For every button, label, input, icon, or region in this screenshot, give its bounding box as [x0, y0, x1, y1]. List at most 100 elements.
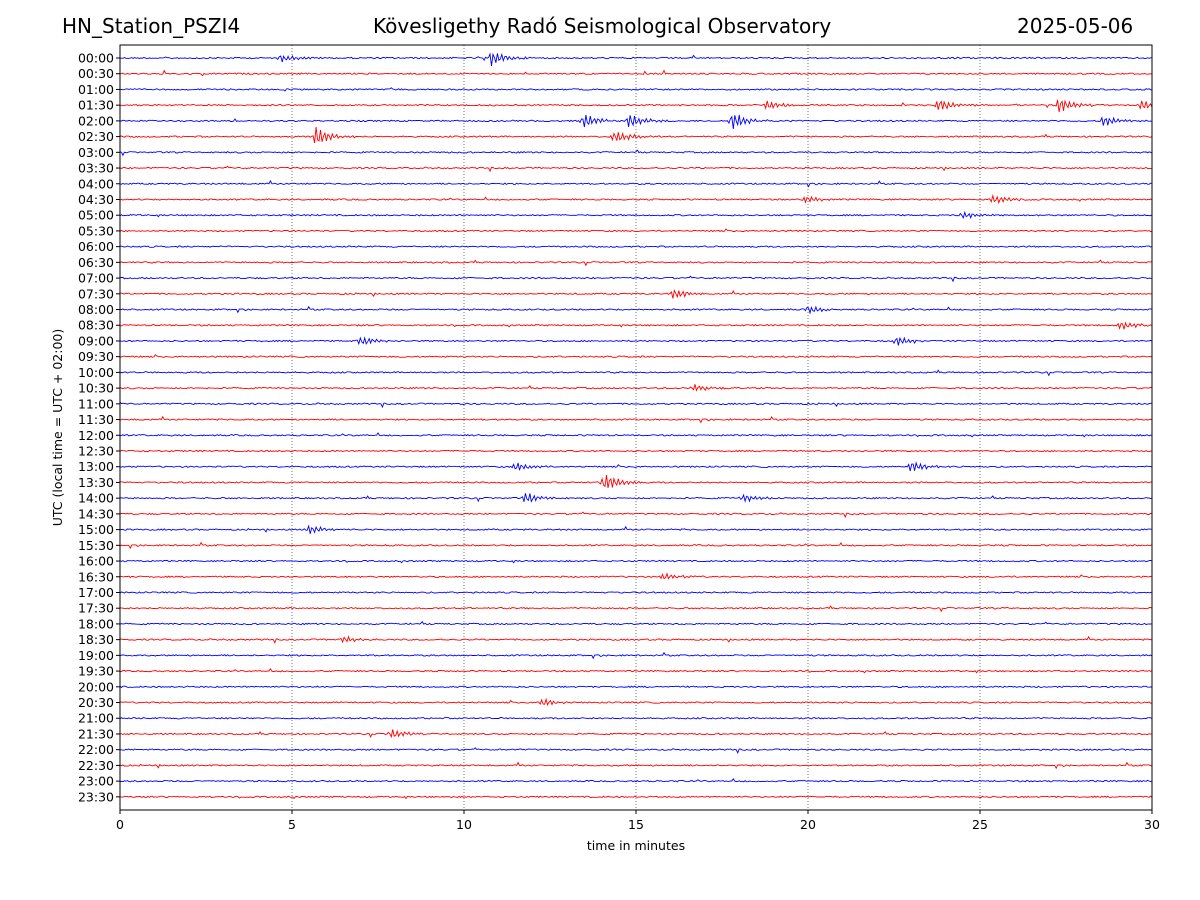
trace-line	[119, 667, 1153, 674]
row-time-label: 02:30	[78, 129, 114, 144]
row-time-label: 02:00	[78, 113, 114, 128]
y-axis-label: UTC (local time = UTC + 02:00)	[50, 329, 65, 527]
row-time-label: 18:00	[78, 616, 114, 631]
row-time-label: 13:30	[78, 475, 114, 490]
row-time-label: 16:00	[78, 554, 114, 569]
trace-layer	[119, 52, 1153, 800]
trace-line	[119, 289, 1153, 299]
row-time-label: 08:30	[78, 318, 114, 333]
trace-line	[119, 305, 1153, 315]
trace-line	[119, 87, 1153, 92]
row-time-label: 01:30	[78, 98, 114, 113]
row-time-label: 10:00	[78, 365, 114, 380]
trace-line	[119, 747, 1153, 754]
row-time-label: 21:30	[78, 726, 114, 741]
trace-line	[119, 559, 1153, 564]
trace-line	[119, 541, 1153, 550]
row-time-label: 06:30	[78, 255, 114, 270]
row-time-label: 00:30	[78, 66, 114, 81]
row-time-label: 09:30	[78, 349, 114, 364]
trace-line	[119, 165, 1152, 173]
row-time-label: 12:00	[78, 428, 114, 443]
trace-line	[119, 69, 1153, 77]
row-time-label: 12:30	[78, 444, 114, 459]
row-time-label: 07:30	[78, 286, 114, 301]
trace-line	[119, 524, 1152, 534]
trace-line	[119, 336, 1153, 346]
trace-line	[119, 493, 1153, 503]
trace-line	[119, 210, 1153, 220]
label-layer: 00:0000:3001:0001:3002:0002:3003:0003:30…	[50, 51, 1160, 854]
row-time-label: 19:00	[78, 648, 114, 663]
row-time-label: 04:30	[78, 192, 114, 207]
x-axis-label: time in minutes	[587, 838, 685, 853]
row-time-label: 15:00	[78, 522, 114, 537]
axes-layer	[116, 44, 1153, 814]
trace-line	[119, 126, 1153, 143]
grid-layer	[291, 45, 981, 810]
row-time-label: 17:00	[78, 585, 114, 600]
trace-line	[119, 761, 1153, 770]
row-time-label: 15:30	[78, 538, 114, 553]
trace-line	[119, 194, 1153, 205]
row-time-label: 17:30	[78, 601, 114, 616]
trace-line	[119, 729, 1153, 739]
x-tick-label: 25	[972, 817, 988, 832]
row-time-label: 03:30	[78, 161, 114, 176]
trace-line	[119, 591, 1153, 594]
row-time-label: 22:30	[78, 758, 114, 773]
x-tick-label: 20	[800, 817, 816, 832]
trace-line	[119, 369, 1153, 377]
trace-line	[120, 52, 1153, 66]
x-tick-label: 15	[628, 817, 644, 832]
trace-line	[120, 114, 1153, 130]
record-date: 2025-05-06	[1017, 14, 1134, 38]
row-time-label: 07:00	[78, 271, 114, 286]
row-time-label: 14:30	[78, 506, 114, 521]
trace-line	[120, 795, 1153, 800]
row-time-label: 06:00	[78, 239, 114, 254]
row-time-label: 05:30	[78, 223, 114, 238]
trace-line	[119, 384, 1153, 392]
trace-line	[119, 354, 1153, 358]
trace-line	[119, 149, 1153, 157]
x-tick-label: 5	[288, 817, 296, 832]
trace-line	[119, 511, 1153, 519]
row-time-label: 22:00	[78, 742, 114, 757]
x-tick-label: 0	[116, 817, 124, 832]
row-time-label: 18:30	[78, 632, 114, 647]
trace-line	[120, 461, 1153, 472]
row-time-label: 19:30	[78, 664, 114, 679]
trace-line	[119, 179, 1153, 188]
x-tick-label: 10	[456, 817, 472, 832]
row-time-label: 00:00	[78, 51, 114, 66]
trace-line	[119, 572, 1153, 580]
trace-line	[119, 228, 1153, 233]
trace-line	[120, 245, 1153, 248]
row-time-label: 11:00	[78, 396, 114, 411]
row-time-label: 05:00	[78, 208, 114, 223]
trace-line	[119, 651, 1153, 660]
trace-line	[119, 605, 1153, 613]
observatory-title: Kövesligethy Radó Seismological Observat…	[373, 14, 832, 38]
station-name: HN_Station_PSZI4	[62, 14, 241, 38]
row-time-label: 01:00	[78, 82, 114, 97]
row-time-label: 14:00	[78, 491, 114, 506]
trace-line	[119, 449, 1153, 453]
trace-line	[119, 275, 1152, 283]
row-time-label: 09:00	[78, 333, 114, 348]
row-time-label: 04:00	[78, 176, 114, 191]
row-time-label: 20:00	[78, 679, 114, 694]
trace-line	[119, 401, 1153, 409]
trace-line	[119, 620, 1153, 626]
trace-line	[120, 474, 1153, 488]
row-time-label: 13:00	[78, 459, 114, 474]
trace-line	[119, 697, 1153, 706]
row-time-label: 20:30	[78, 695, 114, 710]
x-tick-label: 30	[1144, 817, 1160, 832]
trace-line	[120, 415, 1153, 424]
row-time-label: 16:30	[78, 569, 114, 584]
trace-line	[119, 635, 1152, 644]
